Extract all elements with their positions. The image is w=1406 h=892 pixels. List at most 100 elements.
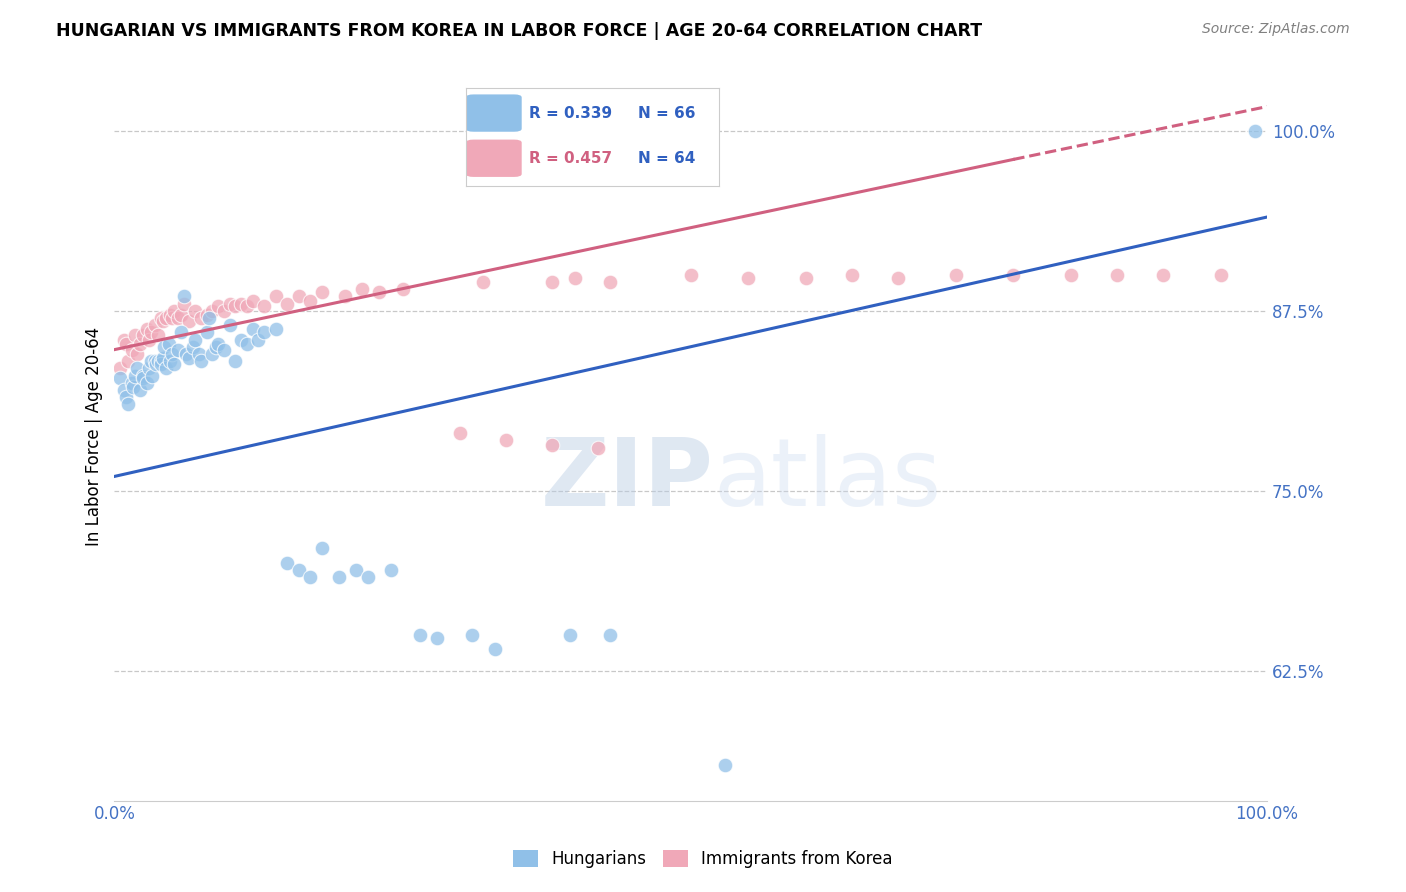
Point <box>141 354 163 368</box>
Point <box>794 270 817 285</box>
Point <box>207 336 229 351</box>
Point <box>115 336 138 351</box>
Text: ZIP: ZIP <box>541 434 714 526</box>
Point <box>145 357 167 371</box>
Point <box>679 268 702 282</box>
Point <box>127 347 149 361</box>
Point <box>127 361 149 376</box>
Point <box>132 368 155 383</box>
Point <box>163 357 186 371</box>
Point <box>149 310 172 325</box>
Point <box>155 310 177 325</box>
Text: Source: ZipAtlas.com: Source: ZipAtlas.com <box>1202 22 1350 37</box>
Point <box>207 299 229 313</box>
Point <box>242 322 264 336</box>
Point <box>495 434 517 448</box>
Point <box>1209 268 1232 282</box>
Point <box>117 354 139 368</box>
Point <box>564 270 586 285</box>
Point <box>121 376 143 390</box>
Point <box>152 314 174 328</box>
Point <box>346 563 368 577</box>
Point <box>152 351 174 366</box>
Point <box>588 441 610 455</box>
Text: atlas: atlas <box>714 434 942 526</box>
Point <box>352 282 374 296</box>
Point <box>166 310 188 325</box>
Point <box>945 268 967 282</box>
Point <box>276 296 298 310</box>
Point <box>449 426 471 441</box>
Point <box>201 347 224 361</box>
Point <box>195 308 218 322</box>
Point <box>841 268 863 282</box>
Point <box>149 357 172 371</box>
Point <box>558 628 581 642</box>
Point <box>201 303 224 318</box>
Point <box>148 354 170 368</box>
Point <box>205 340 228 354</box>
Point <box>541 438 564 452</box>
Point <box>112 383 135 397</box>
Point <box>124 368 146 383</box>
Point <box>333 289 356 303</box>
Point <box>218 296 240 310</box>
Point <box>264 322 287 336</box>
Y-axis label: In Labor Force | Age 20-64: In Labor Force | Age 20-64 <box>86 327 103 547</box>
Point <box>1002 268 1025 282</box>
Point <box>163 303 186 318</box>
Point <box>132 371 155 385</box>
Point <box>108 371 131 385</box>
Point <box>117 397 139 411</box>
Point <box>212 343 235 357</box>
Point <box>153 340 176 354</box>
Point <box>231 333 253 347</box>
Point <box>195 326 218 340</box>
Point <box>599 628 621 642</box>
Point <box>141 326 163 340</box>
Point <box>1152 268 1174 282</box>
Point <box>173 296 195 310</box>
Point <box>299 293 322 308</box>
Point <box>170 308 193 322</box>
Point <box>368 285 391 299</box>
Point <box>190 310 212 325</box>
Point <box>218 318 240 332</box>
Point <box>121 380 143 394</box>
Point <box>236 336 259 351</box>
Text: HUNGARIAN VS IMMIGRANTS FROM KOREA IN LABOR FORCE | AGE 20-64 CORRELATION CHART: HUNGARIAN VS IMMIGRANTS FROM KOREA IN LA… <box>56 22 983 40</box>
Point <box>391 282 413 296</box>
Point <box>541 275 564 289</box>
Point <box>276 556 298 570</box>
Point <box>472 275 495 289</box>
Point <box>138 333 160 347</box>
Point <box>174 347 197 361</box>
Point <box>187 347 209 361</box>
Point <box>173 289 195 303</box>
Point <box>124 328 146 343</box>
Point <box>108 361 131 376</box>
Point <box>714 757 737 772</box>
Point <box>143 354 166 368</box>
Point <box>138 361 160 376</box>
Point <box>288 289 311 303</box>
Point <box>121 343 143 357</box>
Point <box>212 303 235 318</box>
Point <box>1244 123 1267 137</box>
Point <box>155 361 177 376</box>
Point <box>288 563 311 577</box>
Point <box>242 293 264 308</box>
Point <box>231 296 253 310</box>
Point <box>184 303 207 318</box>
Point <box>380 563 402 577</box>
Point <box>166 343 188 357</box>
Point <box>112 333 135 347</box>
Point <box>1060 268 1083 282</box>
Point <box>160 347 183 361</box>
Point <box>247 333 270 347</box>
Point <box>264 289 287 303</box>
Point <box>179 351 201 366</box>
Point <box>311 285 333 299</box>
Point <box>184 333 207 347</box>
Point <box>599 275 621 289</box>
